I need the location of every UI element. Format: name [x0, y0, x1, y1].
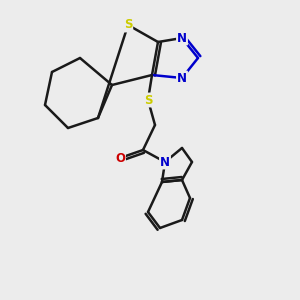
Text: O: O: [115, 152, 125, 164]
Text: S: S: [124, 19, 132, 32]
Text: S: S: [144, 94, 152, 106]
Text: N: N: [177, 71, 187, 85]
Text: N: N: [177, 32, 187, 44]
Text: N: N: [160, 155, 170, 169]
